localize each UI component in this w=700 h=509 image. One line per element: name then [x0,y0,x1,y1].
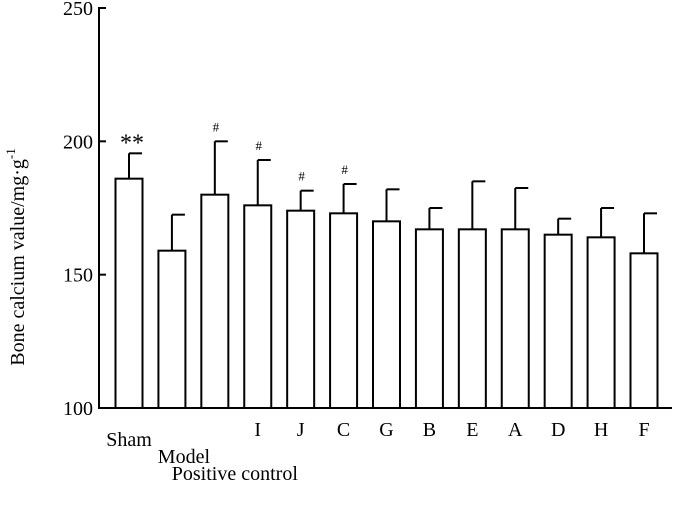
y-axis-label: Bone calcium value/mg·g-1 [3,148,29,365]
x-category-label: Positive control [172,463,299,485]
bar [157,249,187,409]
error-bars [128,140,657,254]
y-axis-label-main: Bone calcium value/mg·g [7,159,29,366]
bar [414,228,444,409]
y-axis-label-superscript: -1 [3,148,18,159]
significance-marker: ** [120,130,144,156]
x-category-label: H [594,419,608,441]
bar [329,212,359,409]
bar [243,204,273,409]
x-category-label: I [254,419,261,441]
x-category-label: Sham [106,429,152,451]
significance-annotations: ** # # # # [120,119,348,183]
y-axis-ticks: 100 150 200 250 [63,0,106,420]
y-tick-label: 250 [63,0,93,20]
y-tick-label: 200 [63,131,93,153]
x-category-label: J [297,419,305,441]
x-category-label: G [379,419,393,441]
y-tick-label: 100 [63,398,93,420]
x-category-label: D [551,419,565,441]
significance-marker: # [298,169,305,184]
bar [500,228,530,409]
bar [543,233,573,409]
y-tick-label: 150 [63,265,93,287]
bar [586,236,616,409]
bars [114,177,659,409]
significance-marker: # [213,119,220,134]
bar [200,193,230,409]
bar [114,177,144,409]
x-category-label: A [508,419,523,441]
significance-marker: # [341,162,348,177]
x-category-label: E [466,419,478,441]
significance-marker: # [256,138,263,153]
x-category-label: F [638,419,649,441]
x-category-label: Model [158,446,211,468]
bar [457,228,487,409]
bar [372,220,401,409]
x-category-label: C [337,419,350,441]
bar [286,209,316,409]
bar [629,252,659,409]
x-category-label: B [423,419,436,441]
